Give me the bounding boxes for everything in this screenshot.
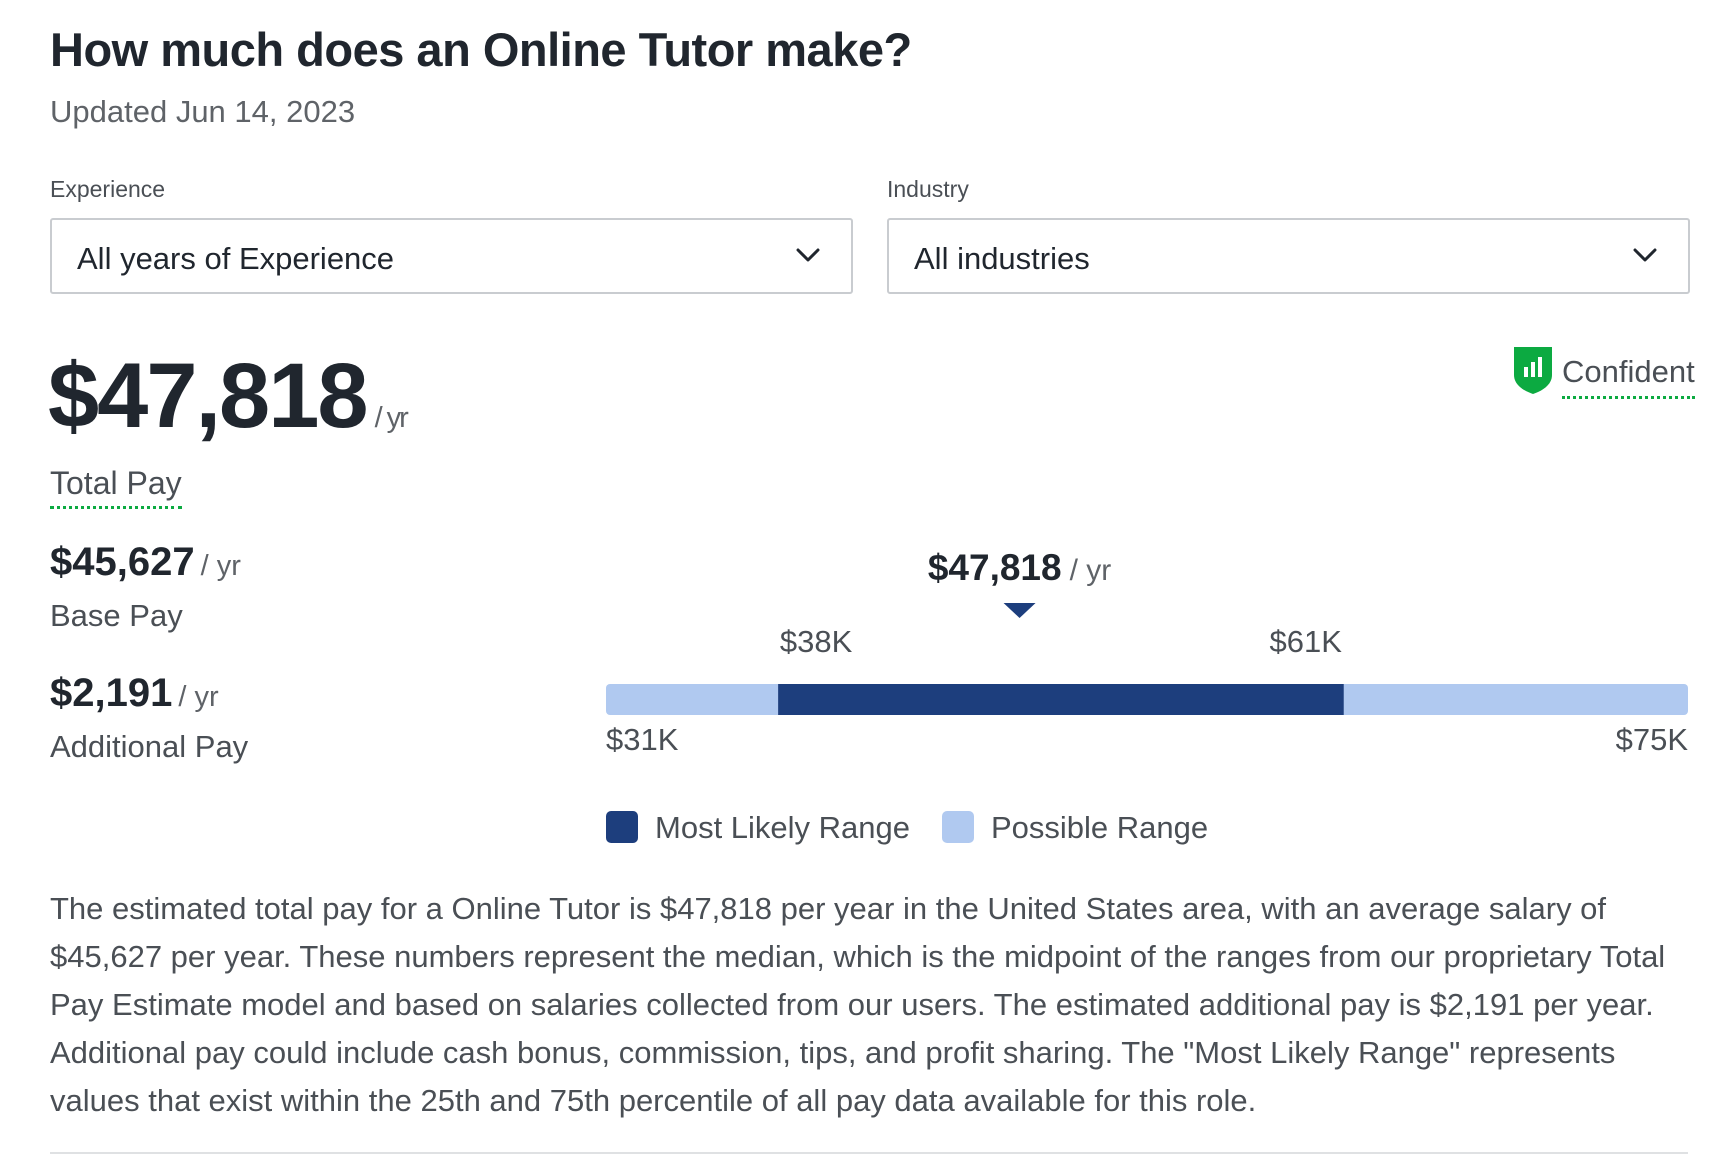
- industry-select[interactable]: All industries: [887, 218, 1690, 294]
- industry-select-value: All industries: [914, 241, 1090, 276]
- legend-label-most-likely: Most Likely Range: [655, 810, 911, 845]
- total-pay-amount: $47,818/ yr: [48, 350, 409, 442]
- min-tick-label: $31K: [606, 722, 679, 757]
- total-pay-label[interactable]: Total Pay: [50, 465, 182, 509]
- divider: [50, 1152, 1688, 1154]
- likely-low-tick-label: $38K: [780, 624, 853, 659]
- chevron-down-icon: [796, 248, 820, 262]
- industry-label: Industry: [887, 176, 969, 202]
- shield-bar-chart-icon: [1514, 347, 1552, 394]
- max-tick-label: $75K: [1616, 722, 1688, 757]
- salary-description: The estimated total pay for a Online Tut…: [50, 891, 1666, 1118]
- base-pay-amount: $45,627: [50, 540, 195, 584]
- total-pay-unit: / yr: [374, 402, 409, 434]
- total-pay-value: $47,818: [48, 345, 369, 447]
- base-pay-label: Base Pay: [50, 598, 183, 633]
- additional-pay-unit: / yr: [178, 681, 219, 713]
- pay-range-chart: $47,818 / yr $38K $61K $31K $75K: [606, 547, 1688, 757]
- additional-pay-label: Additional Pay: [50, 729, 249, 764]
- median-unit-label: / yr: [1070, 554, 1112, 587]
- median-marker: [1003, 603, 1036, 618]
- most-likely-range-bar: [778, 684, 1344, 715]
- legend-label-possible: Possible Range: [991, 810, 1209, 845]
- additional-pay: $2,191/ yr: [50, 671, 219, 716]
- chevron-down-icon: [1633, 248, 1657, 262]
- experience-label: Experience: [50, 176, 166, 202]
- experience-select[interactable]: All years of Experience: [50, 218, 853, 294]
- updated-date: Updated Jun 14, 2023: [50, 94, 356, 129]
- legend-swatch-possible: [942, 811, 974, 843]
- median-value-label: $47,818: [928, 547, 1062, 588]
- page-title: How much does an Online Tutor make?: [50, 23, 912, 76]
- confidence-label[interactable]: Confident: [1562, 354, 1695, 399]
- additional-pay-amount: $2,191: [50, 671, 173, 715]
- experience-select-value: All years of Experience: [77, 241, 395, 276]
- legend-swatch-most-likely: [606, 811, 638, 843]
- base-pay-unit: / yr: [200, 550, 241, 582]
- base-pay: $45,627/ yr: [50, 540, 241, 585]
- likely-high-tick-label: $61K: [1270, 624, 1343, 659]
